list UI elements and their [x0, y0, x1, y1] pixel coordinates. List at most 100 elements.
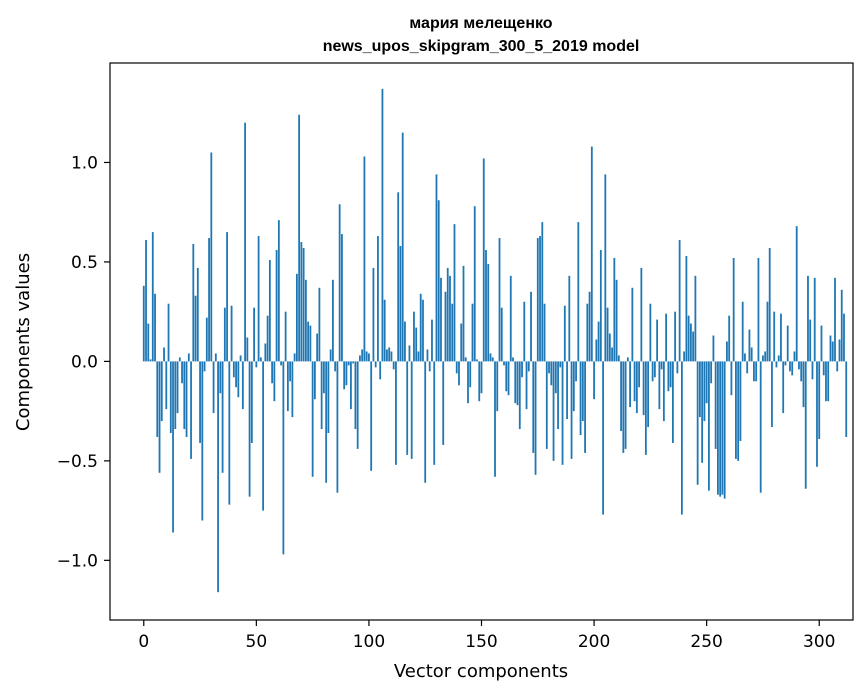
- y-tick-label: −0.5: [57, 452, 98, 472]
- bar-131: [437, 200, 440, 362]
- bar-232: [665, 313, 668, 362]
- bar-28: [205, 317, 208, 362]
- chart-title-line2: news_upos_skipgram_300_5_2019 model: [323, 38, 640, 55]
- bar-179: [545, 361, 548, 449]
- bar-201: [595, 339, 598, 362]
- bar-39: [230, 305, 233, 362]
- bar-175: [536, 238, 539, 362]
- bar-220: [638, 361, 641, 388]
- bar-227: [653, 361, 656, 378]
- bar-257: [721, 361, 724, 495]
- bar-222: [642, 361, 645, 416]
- bar-207: [608, 333, 611, 362]
- bar-33: [217, 361, 219, 593]
- bar-184: [557, 361, 559, 430]
- bar-283: [780, 313, 782, 362]
- bar-236: [674, 311, 677, 362]
- bar-97: [361, 349, 364, 362]
- bar-214: [624, 361, 627, 449]
- bar-49: [253, 307, 255, 362]
- bar-103: [374, 361, 377, 368]
- bar-34: [219, 361, 222, 394]
- bar-54: [264, 343, 267, 362]
- bar-111: [392, 361, 395, 370]
- bar-129: [433, 361, 436, 465]
- bar-1: [145, 240, 147, 362]
- bar-296: [809, 319, 812, 362]
- bar-58: [273, 361, 276, 402]
- bar-246: [696, 361, 699, 485]
- bar-24: [196, 267, 199, 362]
- bar-213: [622, 361, 625, 453]
- x-tick-label: 300: [803, 632, 835, 652]
- bar-178: [543, 303, 546, 362]
- bar-203: [599, 249, 602, 362]
- bar-277: [766, 301, 769, 362]
- bar-154: [489, 353, 492, 362]
- bar-99: [365, 351, 368, 362]
- y-axis-label: Components values: [13, 253, 34, 431]
- bar-115: [401, 132, 404, 362]
- y-tick-label: 1.0: [71, 153, 98, 173]
- x-tick-label: 250: [690, 632, 722, 652]
- bar-302: [822, 361, 825, 376]
- bar-36: [223, 307, 226, 362]
- bar-65: [289, 361, 292, 382]
- bar-309: [838, 339, 841, 362]
- bar-128: [431, 319, 433, 362]
- bar-149: [478, 361, 481, 402]
- bar-23: [194, 295, 197, 362]
- bar-18: [183, 361, 186, 430]
- bar-272: [755, 361, 758, 382]
- bar-260: [728, 315, 731, 362]
- bar-294: [804, 361, 807, 489]
- bar-47: [248, 361, 251, 497]
- bar-19: [185, 361, 188, 437]
- bar-88: [341, 234, 343, 362]
- bar-237: [676, 361, 679, 374]
- bar-155: [491, 357, 494, 362]
- bar-258: [723, 361, 726, 499]
- bar-146: [471, 303, 474, 362]
- bar-262: [732, 257, 735, 362]
- x-axis-ticks: 0 50 100 150 200 250 300: [138, 620, 835, 652]
- bar-9: [163, 347, 165, 362]
- bar-223: [644, 361, 647, 455]
- bar-153: [487, 263, 490, 362]
- bar-282: [777, 355, 780, 362]
- bar-269: [748, 329, 751, 362]
- bar-301: [820, 325, 823, 362]
- bar-229: [658, 361, 661, 410]
- bar-116: [404, 321, 406, 362]
- bar-238: [678, 240, 681, 362]
- bar-264: [737, 361, 740, 461]
- bar-189: [568, 275, 571, 362]
- bar-226: [651, 361, 654, 382]
- bar-55: [266, 315, 269, 362]
- bar-265: [739, 361, 742, 441]
- bar-209: [613, 257, 616, 362]
- bar-124: [422, 299, 424, 362]
- bar-162: [507, 361, 510, 396]
- bar-285: [784, 361, 787, 366]
- bar-64: [286, 361, 289, 412]
- bar-132: [440, 277, 442, 362]
- bar-279: [771, 361, 773, 428]
- bar-121: [415, 327, 418, 362]
- bar-83: [329, 349, 332, 362]
- bar-113: [397, 192, 400, 362]
- bar-305: [829, 335, 832, 362]
- bar-143: [464, 357, 467, 362]
- bar-247: [699, 361, 701, 418]
- bar-194: [579, 361, 582, 435]
- bar-42: [237, 361, 240, 398]
- bar-299: [816, 361, 818, 467]
- bar-164: [512, 357, 514, 362]
- bar-165: [514, 361, 517, 404]
- bar-52: [259, 357, 262, 362]
- bar-287: [789, 361, 791, 372]
- bar-6: [156, 361, 159, 437]
- bar-311: [843, 313, 845, 362]
- bar-75: [311, 361, 314, 477]
